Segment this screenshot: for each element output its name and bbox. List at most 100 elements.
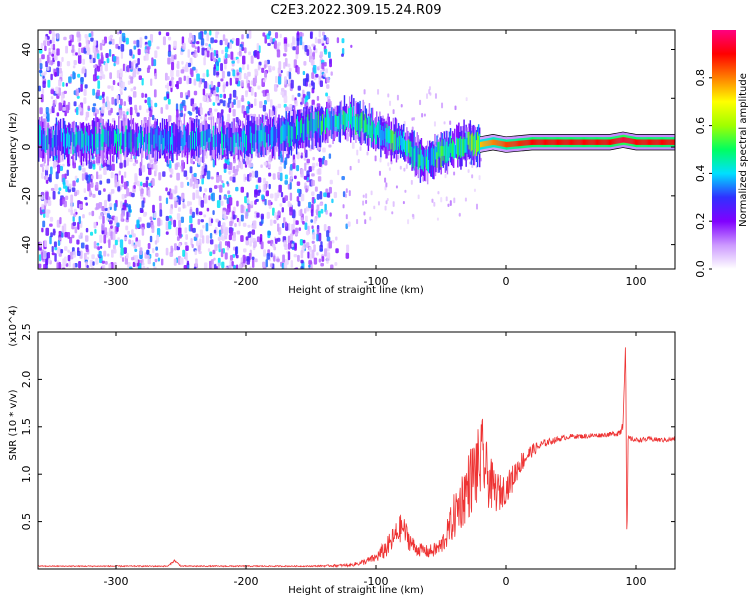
spectrogram-ridge-cell xyxy=(228,123,230,150)
spectrogram-ridge-cell xyxy=(384,122,386,139)
spectrogram-speckle-cell xyxy=(346,132,349,142)
spectrogram-ridge-cell xyxy=(183,124,186,147)
spectrogram-speckle-cell xyxy=(177,207,181,212)
spectrogram-speckle-cell xyxy=(262,79,267,83)
spectrogram-ridge-cell xyxy=(566,139,568,145)
x-tick-label: 100 xyxy=(626,575,647,588)
spectrogram-speckle-cell xyxy=(299,36,303,46)
spectrogram-speckle-cell xyxy=(131,256,135,261)
spectrogram-speckle-cell xyxy=(254,74,258,84)
spectrogram-ridge-cell xyxy=(109,127,112,149)
spectrogram-ridge-cell xyxy=(88,135,91,154)
spectrogram-ridge-cell xyxy=(651,139,654,145)
spectrogram-speckle-cell xyxy=(111,163,115,171)
spectrogram-speckle-cell xyxy=(211,192,215,202)
spectrogram-ridge-cell xyxy=(355,113,357,135)
spectrogram-speckle-cell xyxy=(147,40,152,47)
spectrogram-speckle-cell xyxy=(160,106,163,114)
spectrogram-ridge-cell xyxy=(45,136,47,153)
spectrogram-ridge-cell xyxy=(299,122,301,140)
spectrogram-speckle-cell xyxy=(347,221,351,227)
spectrogram-speckle-cell xyxy=(98,95,102,100)
spectrogram-speckle-cell xyxy=(295,45,299,55)
spectrogram-ridge-cell xyxy=(663,139,665,145)
spectrogram-speckle-cell xyxy=(249,266,252,269)
spectrogram-ridge-cell xyxy=(555,139,558,145)
spectrogram-speckle-cell xyxy=(96,53,100,60)
spectrogram-speckle-cell xyxy=(60,248,64,254)
spectrogram-speckle-cell xyxy=(57,164,61,174)
spectrogram-ridge-cell xyxy=(56,135,59,151)
spectrogram-speckle-cell xyxy=(213,64,216,70)
spectrogram-speckle-cell xyxy=(47,79,51,88)
spectrogram-ridge-cell xyxy=(515,141,517,147)
spectrogram-speckle-cell xyxy=(377,88,380,95)
spectrogram-speckle-cell xyxy=(214,244,218,251)
spectrogram-speckle-cell xyxy=(283,160,287,170)
spectrogram-speckle-cell xyxy=(111,96,115,105)
spectrogram-speckle-cell xyxy=(294,227,298,237)
spectrogram-speckle-cell xyxy=(110,225,113,229)
spectrogram-speckle-cell xyxy=(100,54,104,62)
spectrogram-speckle-cell xyxy=(216,71,220,76)
spectrogram-ridge-cell xyxy=(142,130,144,145)
spectrogram-ridge-cell xyxy=(55,126,58,148)
spectrogram-speckle-cell xyxy=(174,53,177,60)
spectrogram-speckle-cell xyxy=(72,65,76,69)
spectrogram-ridge-cell xyxy=(103,128,105,143)
spectrogram-speckle-cell xyxy=(206,97,210,103)
spectrogram-speckle-cell xyxy=(471,174,474,179)
spectrogram-speckle-cell xyxy=(242,64,245,71)
spectrogram-speckle-cell xyxy=(242,222,247,227)
spectrogram-speckle-cell xyxy=(120,91,123,96)
colorbar-tick-label: 0.2 xyxy=(694,212,707,230)
spectrogram-ridge-cell xyxy=(351,107,353,129)
spectrogram-ridge-cell xyxy=(257,127,259,144)
spectrogram-speckle-cell xyxy=(215,218,219,223)
spectrogram-speckle-cell xyxy=(142,182,146,188)
spectrogram-speckle-cell xyxy=(280,154,283,163)
spectrogram-ridge-cell xyxy=(110,131,113,145)
spectrogram-speckle-cell xyxy=(227,71,231,77)
spectrogram-speckle-cell xyxy=(189,208,193,215)
spectrogram-speckle-cell xyxy=(298,227,302,232)
spectrogram-ridge-cell xyxy=(93,133,95,152)
spectrogram-ridge-cell xyxy=(422,156,425,172)
spectrogram-ridge-cell xyxy=(533,139,535,145)
spectrogram-speckle-cell xyxy=(123,101,127,107)
spectrogram-ridge-cell xyxy=(499,140,502,147)
spectrogram-ridge-cell xyxy=(496,140,499,146)
spectrogram-ridge-cell xyxy=(80,128,83,150)
spectrogram-ridge-cell xyxy=(448,143,451,157)
spectrogram-speckle-cell xyxy=(46,179,49,184)
spectrogram-ridge-cell xyxy=(373,123,376,139)
spectrogram-speckle-cell xyxy=(313,257,318,265)
spectrogram-speckle-cell xyxy=(300,259,304,264)
spectrogram-speckle-cell xyxy=(256,212,260,218)
spectrogram-speckle-cell xyxy=(98,215,102,220)
spectrogram-speckle-cell xyxy=(205,235,210,244)
spectrogram-ridge-cell xyxy=(281,125,283,144)
spectrogram-speckle-cell xyxy=(42,75,45,79)
spectrogram-speckle-cell xyxy=(293,242,297,251)
spectrogram-speckle-cell xyxy=(147,256,151,265)
spectrogram-speckle-cell xyxy=(318,168,322,175)
spectrogram-speckle-cell xyxy=(81,68,85,74)
spectrogram-ridge-cell xyxy=(168,131,170,153)
spectrogram-speckle-cell xyxy=(116,112,120,116)
spectrogram-speckle-cell xyxy=(136,220,140,229)
spectrogram-speckle-cell xyxy=(78,234,81,240)
spectrogram-speckle-cell xyxy=(291,209,296,219)
spectrogram-ridge-cell xyxy=(621,137,623,143)
spectrogram-speckle-cell xyxy=(121,257,125,262)
spectrogram-speckle-cell xyxy=(331,198,334,204)
spectrogram-ridge-cell xyxy=(331,113,333,130)
spectrogram-ridge-cell xyxy=(181,137,183,151)
spectrogram-ridge-cell xyxy=(107,130,110,147)
spectrogram-speckle-cell xyxy=(210,47,214,52)
spectrogram-ridge-cell xyxy=(75,127,77,147)
spectrogram-speckle-cell xyxy=(156,228,161,237)
spectrogram-speckle-cell xyxy=(250,103,254,108)
snr-panel: -300 -200 -100 0 100 0.51.01.52.02.5 Height … xyxy=(8,305,676,596)
